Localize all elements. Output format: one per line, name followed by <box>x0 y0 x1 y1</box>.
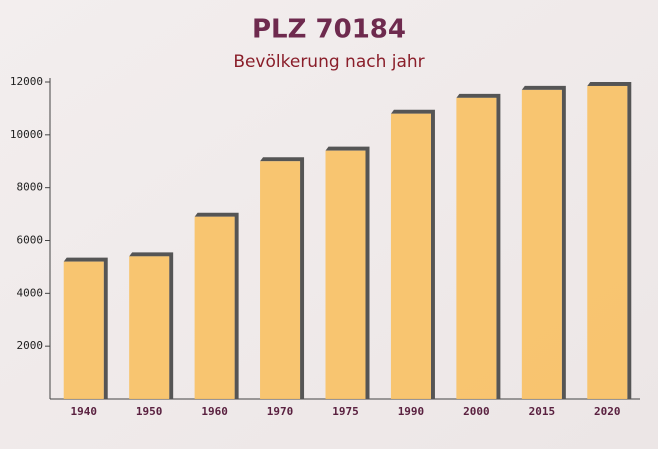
x-tick-label: 1990 <box>398 405 425 418</box>
bar <box>260 161 301 399</box>
x-tick-label: 1950 <box>136 405 163 418</box>
y-tick-label: 8000 <box>17 181 44 194</box>
x-tick-label: 1940 <box>70 405 97 418</box>
bar <box>129 256 170 399</box>
y-tick-label: 12000 <box>10 75 43 88</box>
bar <box>521 89 562 400</box>
x-tick-label: 1960 <box>201 405 228 418</box>
y-tick-label: 2000 <box>17 339 44 352</box>
x-tick-label: 1975 <box>332 405 359 418</box>
bar <box>194 216 235 399</box>
y-tick-label: 6000 <box>17 234 44 247</box>
bar <box>587 85 628 400</box>
y-tick-label: 4000 <box>17 286 44 299</box>
y-tick-label: 10000 <box>10 128 43 141</box>
chart-title: PLZ 70184 <box>252 15 406 45</box>
chart-subtitle: Bevölkerung nach jahr <box>233 52 424 72</box>
bar <box>63 261 104 399</box>
x-tick-label: 2020 <box>594 405 621 418</box>
bar <box>325 150 366 399</box>
x-tick-label: 2015 <box>529 405 556 418</box>
bar <box>390 113 431 399</box>
x-tick-label: 1970 <box>267 405 294 418</box>
x-tick-label: 2000 <box>463 405 490 418</box>
bar <box>456 97 497 399</box>
